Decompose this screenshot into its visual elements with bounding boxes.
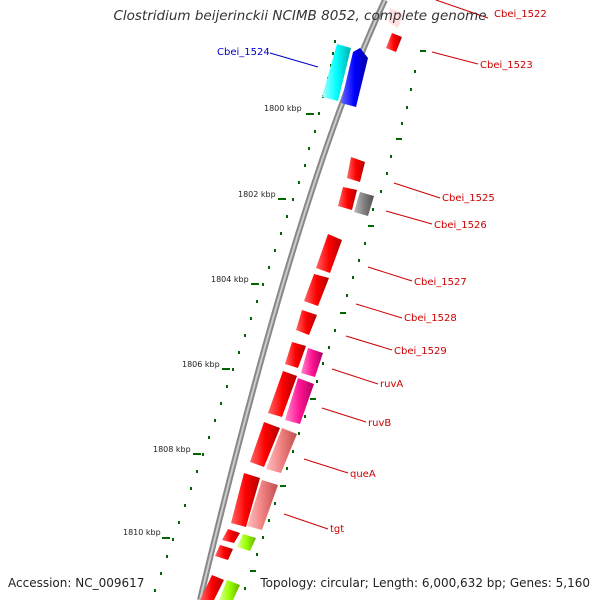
label-tgt: tgt	[330, 524, 344, 535]
scale-label-1802: 1802 kbp	[238, 190, 276, 199]
map-title-overlay: Clostridium beijerinckii NCIMB 8052, com…	[113, 8, 487, 24]
label-cbei-1528: Cbei_1528	[404, 313, 457, 324]
gene-green-1[interactable]	[237, 534, 256, 551]
gene-red-1[interactable]	[268, 371, 297, 417]
gene-ruvB[interactable]	[285, 378, 314, 424]
outer-scale-ticks	[244, 50, 426, 590]
gene-cbei-1526[interactable]	[354, 192, 374, 216]
scale-label-1800: 1800 kbp	[264, 104, 302, 113]
gene-labels: Cbei_1522 Cbei_1523 Cbei_1524 Cbei_1525 …	[217, 9, 547, 535]
gene-cbei-1528-a[interactable]	[304, 274, 329, 306]
gene-cbei-1527[interactable]	[316, 234, 342, 273]
scale-labels: 1800 kbp 1802 kbp 1804 kbp 1806 kbp 1808…	[123, 104, 302, 537]
label-ruvB: ruvB	[368, 418, 391, 429]
gene-queA[interactable]	[266, 428, 297, 473]
gene-cbei-1524[interactable]	[341, 48, 368, 107]
label-ruvA: ruvA	[380, 379, 403, 390]
gene-red-2[interactable]	[250, 422, 280, 467]
label-cbei-1522: Cbei_1522	[494, 9, 547, 20]
label-cbei-1524: Cbei_1524	[217, 47, 270, 58]
scale-label-1810: 1810 kbp	[123, 528, 161, 537]
scale-label-1804: 1804 kbp	[211, 275, 249, 284]
gene-cbei-1529[interactable]	[285, 342, 306, 368]
genome-summary-text: Topology: circular; Length: 6,000,632 bp…	[260, 576, 590, 590]
label-cbei-1525: Cbei_1525	[442, 193, 495, 204]
gene-cbei-1522[interactable]	[388, 8, 404, 28]
scale-label-1808: 1808 kbp	[153, 445, 191, 454]
gene-cbei-1528[interactable]	[296, 310, 317, 335]
label-cbei-1523: Cbei_1523	[480, 60, 533, 71]
label-cbei-1529: Cbei_1529	[394, 346, 447, 357]
label-leader-lines	[269, 0, 489, 530]
gene-tgt[interactable]	[247, 480, 278, 530]
gene-cbei-1524-cyan[interactable]	[322, 44, 351, 101]
gene-cbei-1525[interactable]	[347, 157, 365, 182]
scale-label-1806: 1806 kbp	[182, 360, 220, 369]
gene-cbei-1525-b[interactable]	[338, 187, 357, 210]
accession-text: Accession: NC_009617	[8, 576, 145, 590]
label-cbei-1526: Cbei_1526	[434, 220, 487, 231]
gene-red-4[interactable]	[222, 529, 240, 543]
gene-red-5[interactable]	[215, 545, 233, 560]
gene-ruvA[interactable]	[301, 348, 323, 377]
label-cbei-1527: Cbei_1527	[414, 277, 467, 288]
gene-red-3[interactable]	[231, 473, 260, 527]
inner-scale-ticks	[154, 40, 336, 592]
gene-features	[200, 8, 404, 600]
label-queA: queA	[350, 469, 376, 480]
gene-green-2[interactable]	[219, 580, 240, 600]
gene-red-6[interactable]	[200, 575, 224, 600]
gene-cbei-1523[interactable]	[386, 33, 402, 52]
